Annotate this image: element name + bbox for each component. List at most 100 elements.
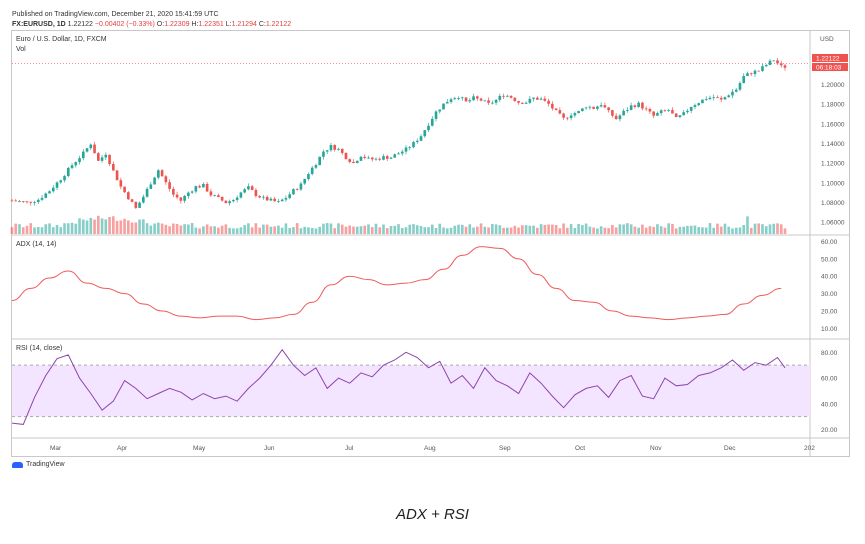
candle-body	[352, 161, 355, 164]
candle-body	[513, 97, 517, 102]
volume-bar	[404, 227, 408, 234]
volume-bar	[59, 227, 63, 234]
volume-bar	[539, 224, 543, 234]
currency-label[interactable]: USD	[820, 36, 834, 43]
candle-body	[757, 70, 761, 72]
candle-body	[468, 100, 472, 102]
volume-bar	[697, 227, 701, 234]
candle-body	[704, 99, 708, 100]
candle-body	[566, 117, 569, 119]
candle-body	[205, 183, 209, 192]
candle-body	[310, 167, 314, 174]
candle-body	[539, 98, 543, 100]
volume-bar	[340, 224, 344, 234]
candle-body	[427, 125, 430, 131]
volume-bar	[262, 224, 265, 234]
candle-body	[494, 99, 498, 103]
candle-body	[277, 201, 280, 203]
volume-bar	[269, 226, 273, 234]
volume-bar	[239, 227, 243, 234]
candle-body	[404, 147, 408, 152]
candle-body	[618, 115, 622, 120]
low-value: 1.21294	[231, 21, 257, 28]
volume-bar	[719, 226, 723, 234]
candles-group	[10, 58, 787, 210]
volume-bar	[442, 227, 445, 234]
volume-bar	[367, 224, 370, 234]
volume-bar	[427, 227, 430, 234]
volume-bar	[727, 226, 731, 234]
candle-body	[419, 136, 423, 141]
candle-body	[464, 97, 468, 102]
volume-bar	[502, 227, 505, 234]
candle-body	[607, 107, 610, 111]
tradingview-logo[interactable]: TradingView	[12, 461, 65, 468]
candle-body	[712, 97, 716, 99]
tradingview-brand: TradingView	[26, 461, 65, 468]
adx-ticks: 60.00 50.00 40.00 30.00 20.00 10.00	[821, 239, 838, 333]
candle-body	[716, 97, 719, 99]
candle-body	[397, 153, 400, 155]
volume-bar	[194, 227, 198, 234]
candle-body	[232, 199, 235, 202]
candle-body	[149, 184, 153, 189]
candle-body	[697, 103, 701, 106]
candle-body	[734, 89, 738, 92]
volume-bar	[243, 225, 246, 234]
candle-body	[637, 102, 640, 107]
candle-body	[21, 201, 25, 202]
candle-body	[746, 73, 749, 76]
volume-bar	[761, 224, 764, 234]
candle-body	[382, 156, 385, 160]
candle-body	[487, 100, 490, 103]
volume-bar	[397, 224, 400, 234]
candle-body	[18, 201, 21, 202]
volume-bar	[175, 223, 179, 234]
candle-body	[314, 165, 318, 168]
candle-body	[554, 108, 558, 111]
volume-bar	[164, 224, 168, 234]
volume-bar	[63, 223, 66, 234]
candle-body	[719, 97, 723, 100]
price-change: −0.00402 (−0.33%)	[94, 21, 155, 28]
volume-bar	[438, 223, 442, 234]
time-tick-label: 202	[804, 445, 815, 452]
volume-bar	[228, 227, 231, 234]
candle-body	[517, 101, 520, 103]
volume-bar	[344, 226, 348, 234]
price-tick-label: 1.06000	[821, 220, 845, 227]
volume-bar	[460, 224, 464, 234]
volume-bar	[704, 227, 708, 234]
candle-body	[483, 100, 487, 102]
candle-body	[142, 196, 145, 203]
candle-body	[40, 197, 44, 200]
candle-body	[89, 144, 93, 149]
volume-bar	[40, 227, 44, 234]
volume-bar	[746, 216, 749, 234]
rsi-tick-label: 40.00	[821, 401, 838, 408]
volume-bar	[314, 228, 318, 234]
candle-body	[134, 201, 138, 208]
candle-body	[243, 189, 246, 193]
high-label: H:	[191, 21, 199, 28]
candle-body	[614, 115, 618, 120]
candle-body	[157, 170, 160, 178]
volume-bar	[614, 227, 618, 234]
candle-body	[453, 98, 457, 100]
candle-body	[198, 186, 201, 188]
volume-bar	[115, 220, 119, 234]
volume-bar	[329, 223, 333, 234]
volume-bar	[14, 223, 18, 234]
candle-body	[239, 192, 243, 198]
candle-body	[55, 182, 59, 188]
volume-bar	[51, 227, 55, 234]
candle-body	[457, 98, 460, 99]
candle-body	[262, 196, 265, 198]
candle-body	[641, 102, 644, 109]
candle-body	[532, 97, 535, 99]
countdown-text: 06:18:03	[816, 65, 842, 72]
tradingview-logo-icon	[12, 461, 23, 468]
time-tick-label: Sep	[499, 445, 511, 452]
candle-body	[776, 60, 779, 64]
